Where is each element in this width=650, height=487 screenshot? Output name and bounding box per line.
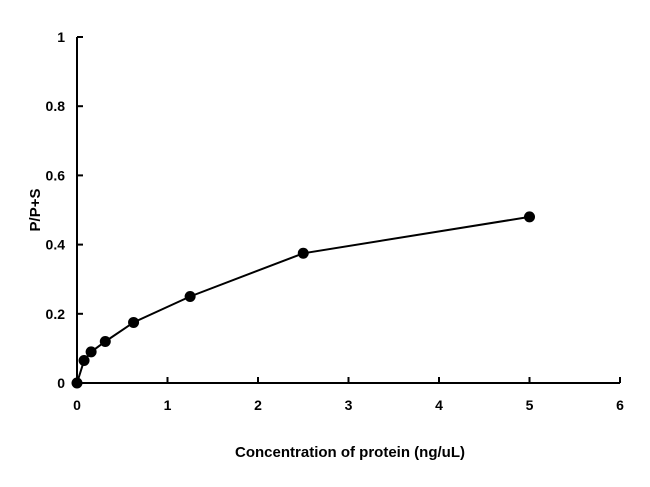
y-tick-label: 1 (57, 29, 65, 45)
plot-area: 0 0.2 0.4 0.6 0.8 1 0 1 2 3 4 5 6 (46, 29, 625, 413)
x-tick-label: 1 (164, 397, 172, 413)
x-tick-label: 4 (435, 397, 443, 413)
data-point (78, 355, 90, 367)
data-point (184, 291, 196, 302)
data-point (99, 335, 111, 347)
data-point (85, 346, 97, 358)
x-tick-label: 3 (345, 397, 353, 413)
x-tick-label: 5 (526, 397, 534, 413)
x-axis-title: Concentration of protein (ng/uL) (235, 444, 465, 461)
y-tick-label: 0.4 (46, 237, 66, 253)
x-tick-label: 0 (73, 397, 81, 413)
y-tick-label: 0 (57, 375, 65, 391)
x-tick-label: 6 (616, 397, 624, 413)
y-tick-label: 0.2 (46, 306, 66, 322)
data-point (71, 377, 83, 389)
series-line (76, 215, 530, 384)
y-tick-label: 0.8 (46, 98, 66, 114)
y-axis-title: P/P+S (27, 189, 44, 232)
data-point (524, 211, 535, 223)
data-point (297, 247, 309, 259)
data-point (128, 316, 140, 328)
x-tick-label: 2 (254, 397, 262, 413)
y-tick-label: 0.6 (46, 167, 66, 183)
